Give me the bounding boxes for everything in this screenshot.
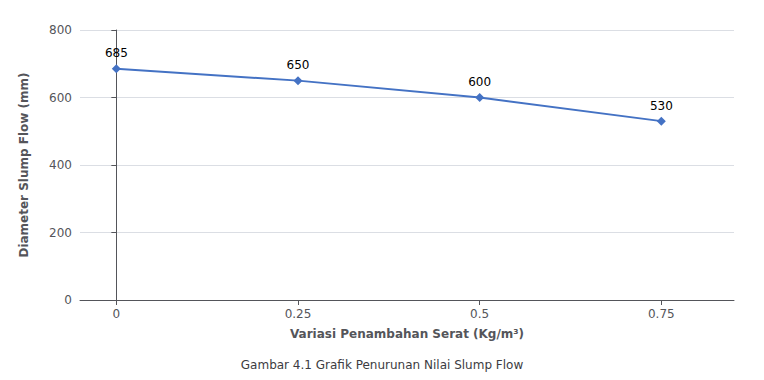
svg-text:0: 0 [113,307,121,321]
svg-text:Gambar 4.1 Grafik Penurunan Ni: Gambar 4.1 Grafik Penurunan Nilai Slump … [241,358,524,372]
svg-text:Diameter Slump Flow (mm): Diameter Slump Flow (mm) [17,72,31,257]
svg-text:685: 685 [105,46,128,60]
svg-text:0.25: 0.25 [285,307,312,321]
svg-text:530: 530 [650,99,673,113]
svg-text:0.75: 0.75 [648,307,675,321]
svg-text:650: 650 [287,58,310,72]
svg-text:Variasi Penambahan Serat (Kg/m: Variasi Penambahan Serat (Kg/m³) [290,327,524,341]
svg-text:800: 800 [49,23,72,37]
svg-text:200: 200 [49,226,72,240]
svg-text:400: 400 [49,158,72,172]
svg-text:0.5: 0.5 [470,307,489,321]
svg-text:600: 600 [468,75,491,89]
svg-text:0: 0 [64,293,72,307]
svg-text:600: 600 [49,91,72,105]
